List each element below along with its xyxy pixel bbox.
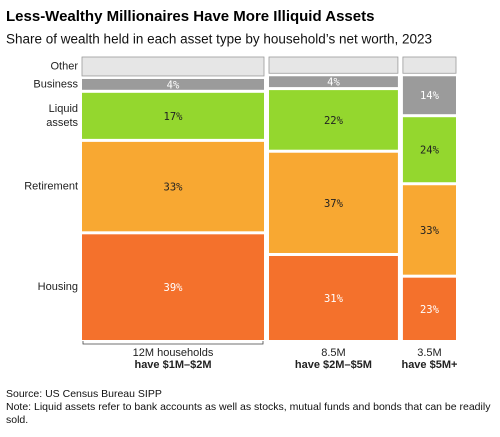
source: Source: US Census Bureau SIPP [6, 388, 162, 400]
chart-subtitle: Share of wealth held in each asset type … [6, 32, 432, 47]
bracket [82, 341, 264, 345]
segment [81, 56, 265, 77]
segment [269, 152, 398, 253]
column-label: have $2M–$5M [295, 359, 372, 371]
width-label: 3.5M [417, 347, 441, 359]
segment [402, 277, 456, 340]
segment [402, 56, 457, 74]
value-label: 23% [420, 304, 440, 316]
segment [402, 117, 456, 183]
value-label: 33% [164, 182, 184, 194]
width-label: 12M households [133, 347, 214, 359]
value-label: 24% [420, 145, 440, 157]
note: Note: Liquid assets refer to bank accoun… [6, 401, 491, 426]
segment [269, 255, 398, 340]
value-label: 4% [167, 79, 180, 91]
segment [82, 92, 264, 139]
segment [402, 185, 456, 275]
segment [82, 234, 264, 340]
column-label: have $1M–$2M [134, 359, 211, 371]
legend-label: Retirement [24, 181, 78, 193]
segment [82, 78, 264, 90]
column-label: have $5M+ [401, 359, 457, 371]
chart-title: Less-Wealthy Millionaires Have More Illi… [6, 8, 374, 25]
value-label: 22% [324, 115, 344, 127]
width-label: 8.5M [321, 347, 345, 359]
segment [269, 76, 398, 88]
value-label: 39% [164, 282, 184, 294]
legend-label: Housing [38, 281, 78, 293]
segment [82, 141, 264, 232]
legend-label: Liquid assets [46, 103, 78, 129]
value-label: 4% [327, 77, 340, 89]
value-label: 17% [164, 111, 184, 123]
value-label: 33% [420, 225, 440, 237]
segment [268, 56, 399, 74]
value-label: 14% [420, 90, 440, 102]
segment [402, 76, 456, 115]
chart: Less-Wealthy Millionaires Have More Illi… [6, 8, 457, 371]
value-label: 37% [324, 198, 344, 210]
value-label: 31% [324, 293, 344, 305]
segment [269, 90, 398, 150]
legend-label: Other [50, 60, 78, 72]
legend-label: Business [33, 78, 78, 90]
